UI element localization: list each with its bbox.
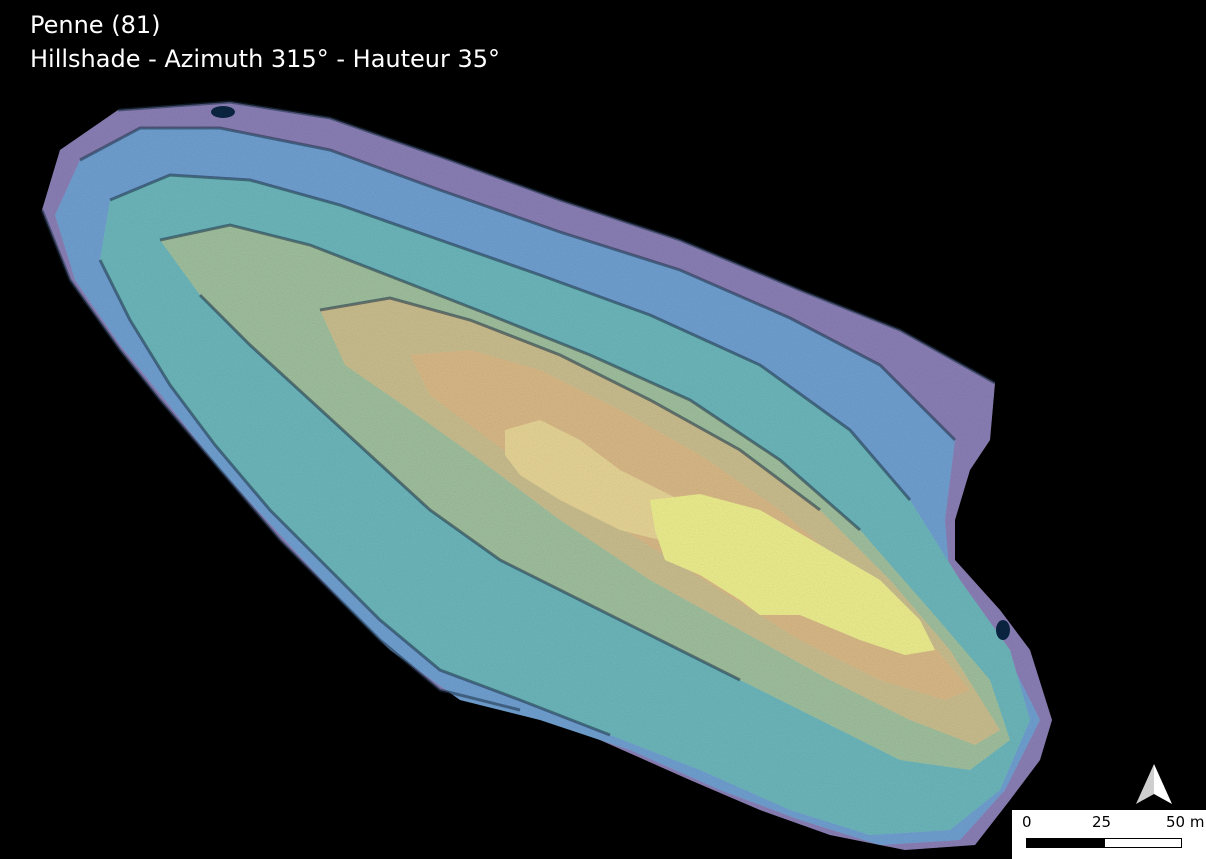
scale-segment-empty [1104,838,1182,848]
map-title-block: Penne (81) Hillshade - Azimuth 315° - Ha… [30,8,500,76]
water-pool-right [996,620,1010,640]
scale-label-50: 50 m [1166,813,1205,831]
scale-segment-filled [1026,838,1104,848]
water-pool-top [211,106,235,118]
map-title: Penne (81) [30,11,161,39]
scale-label-25: 25 [1092,813,1112,831]
scale-bar: 0 25 50 m [1012,810,1206,859]
north-arrow-icon [1136,764,1172,804]
map-subtitle: Hillshade - Azimuth 315° - Hauteur 35° [30,45,501,73]
scale-label-0: 0 [1022,813,1032,831]
contour-lines [40,100,996,737]
terrain-zone-summit [650,494,935,655]
